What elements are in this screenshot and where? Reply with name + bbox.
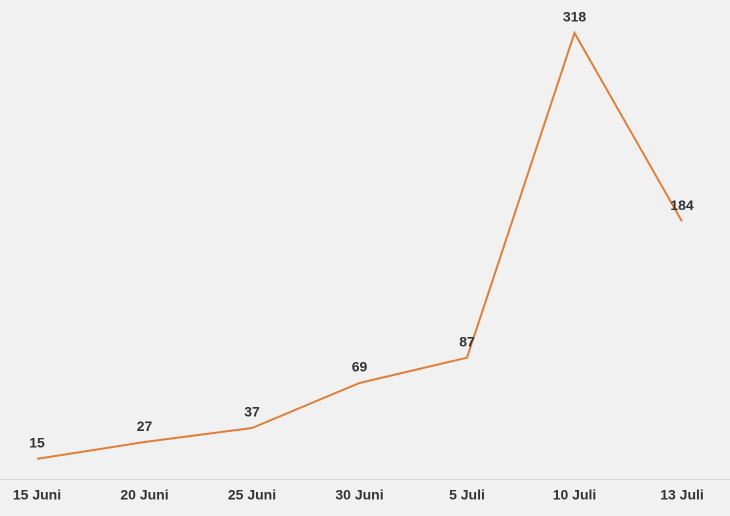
x-tick-label: 5 Juli <box>449 487 485 503</box>
x-tick-label: 30 Juni <box>335 487 383 503</box>
data-label: 27 <box>137 418 153 434</box>
data-label: 15 <box>29 435 45 451</box>
x-tick-label: 20 Juni <box>120 487 168 503</box>
x-tick-label: 15 Juni <box>13 487 61 503</box>
data-label: 184 <box>670 197 694 213</box>
data-label: 69 <box>352 359 368 375</box>
data-label: 318 <box>563 9 587 25</box>
x-tick-label: 13 Juli <box>660 487 704 503</box>
data-line <box>36 30 683 460</box>
data-label: 87 <box>459 333 475 349</box>
x-tick-label: 10 Juli <box>553 487 597 503</box>
data-label: 37 <box>244 404 260 420</box>
x-tick-label: 25 Juni <box>228 487 276 503</box>
